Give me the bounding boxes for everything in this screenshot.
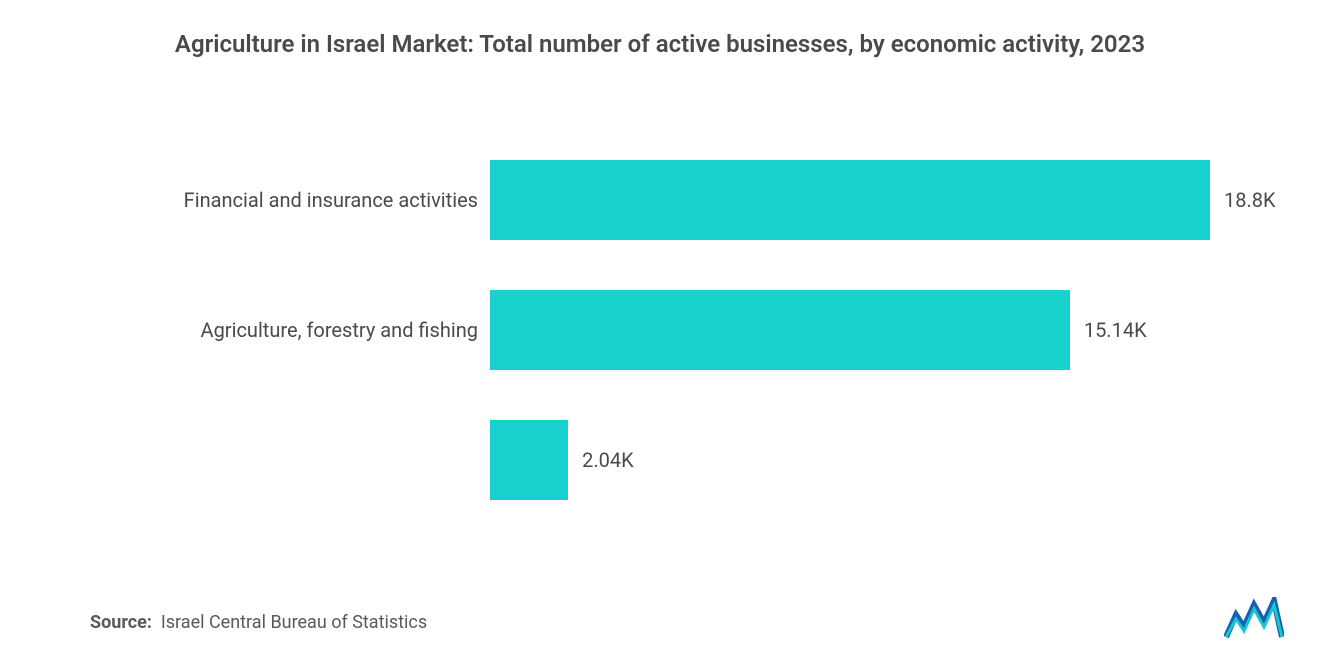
bar-track: 15.14K (490, 290, 1210, 370)
chart-area: Financial and insurance activities 18.8K… (0, 160, 1320, 560)
bar-row: Agriculture, forestry and fishing 15.14K (0, 290, 1320, 370)
bar (490, 160, 1210, 240)
brand-logo (1224, 597, 1284, 641)
chart-title: Agriculture in Israel Market: Total numb… (0, 0, 1320, 72)
bar-label: Agriculture, forestry and fishing (0, 318, 490, 342)
bar-value: 18.8K (1224, 188, 1276, 212)
bar-row: 2.04K (0, 420, 1320, 500)
bar-label: Financial and insurance activities (0, 188, 490, 212)
bar-track: 18.8K (490, 160, 1276, 240)
bar-track: 2.04K (490, 420, 1210, 500)
bar-value: 2.04K (582, 448, 634, 472)
bar-value: 15.14K (1084, 318, 1147, 342)
bar (490, 290, 1070, 370)
bar-row: Financial and insurance activities 18.8K (0, 160, 1320, 240)
source-label: Source: (90, 612, 152, 633)
source-text: Israel Central Bureau of Statistics (161, 612, 427, 633)
source-citation: Source: Israel Central Bureau of Statist… (90, 612, 427, 633)
bar (490, 420, 568, 500)
